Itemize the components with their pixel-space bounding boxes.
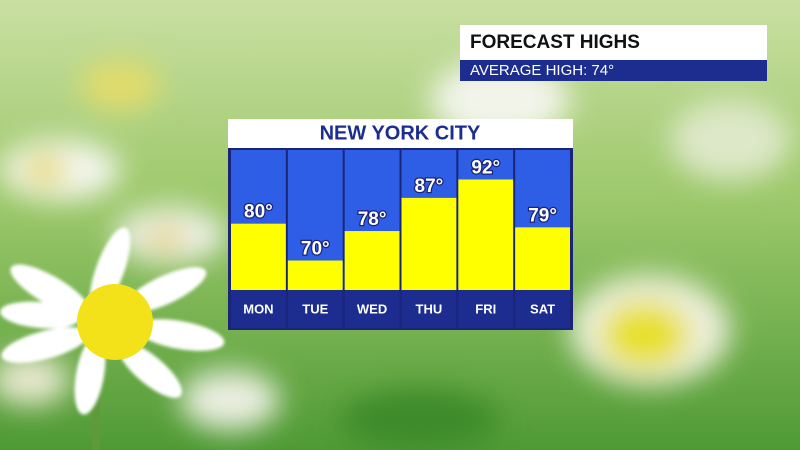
header-box: FORECAST HIGHS AVERAGE HIGH: 74° xyxy=(460,25,767,81)
value-label: 80° xyxy=(244,202,273,223)
value-label: 92° xyxy=(471,157,500,178)
bar xyxy=(515,227,570,290)
day-label-background xyxy=(515,290,570,328)
value-label: 78° xyxy=(358,209,387,230)
day-label-background xyxy=(231,290,286,328)
bar xyxy=(231,223,286,290)
day-label-background xyxy=(287,290,343,328)
header-subtitle: AVERAGE HIGH: 74° xyxy=(470,62,614,79)
bar xyxy=(401,197,457,290)
day-label-background xyxy=(458,290,514,328)
x-tick-label: TUE xyxy=(302,301,328,316)
day-label-background xyxy=(344,290,400,328)
value-label: 79° xyxy=(528,205,557,226)
x-tick-label: SAT xyxy=(530,301,555,316)
chart-title: NEW YORK CITY xyxy=(320,122,481,144)
value-label: 70° xyxy=(301,239,330,260)
value-label: 87° xyxy=(415,176,444,197)
header-title: FORECAST HIGHS xyxy=(470,32,640,53)
bar xyxy=(344,231,400,290)
day-label-background xyxy=(401,290,457,328)
x-tick-label: THU xyxy=(416,301,443,316)
x-tick-label: WED xyxy=(357,301,387,316)
x-tick-label: FRI xyxy=(475,301,496,316)
bar xyxy=(458,179,514,290)
bar xyxy=(287,260,343,290)
x-tick-label: MON xyxy=(243,301,273,316)
